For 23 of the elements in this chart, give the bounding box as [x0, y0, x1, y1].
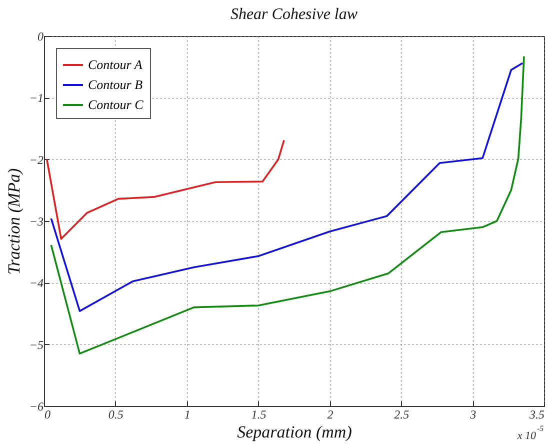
y-tick-label: −2 — [29, 152, 44, 167]
legend-label: Contour C — [88, 97, 144, 112]
line-series — [50, 55, 525, 354]
y-tick-label: −3 — [29, 214, 44, 228]
x-tick-label: 2.5 — [394, 408, 410, 422]
y-tick-label: 0 — [38, 30, 44, 44]
legend-label: Contour B — [88, 77, 143, 92]
y-tick-label: −4 — [29, 276, 44, 290]
y-tick-label: −5 — [29, 338, 44, 352]
y-tick-label: −1 — [29, 91, 44, 106]
chart-title: Shear Cohesive law — [230, 6, 358, 23]
x-tick-label: 2 — [327, 408, 334, 422]
x-tick-label: 3.5 — [528, 408, 544, 422]
line-series — [46, 139, 285, 240]
y-tick-label: −6 — [29, 400, 44, 414]
x-tick-label: 1.5 — [251, 408, 266, 422]
x-tick-label: 3 — [469, 408, 476, 422]
x-axis-title: Separation (mm) — [237, 422, 352, 442]
legend-label: Contour A — [88, 57, 142, 72]
x-tick-label: 1 — [184, 408, 190, 422]
y-axis-title: Traction (MPa) — [4, 168, 24, 275]
line-series — [50, 62, 524, 312]
x-tick-label: 0.5 — [108, 408, 124, 422]
